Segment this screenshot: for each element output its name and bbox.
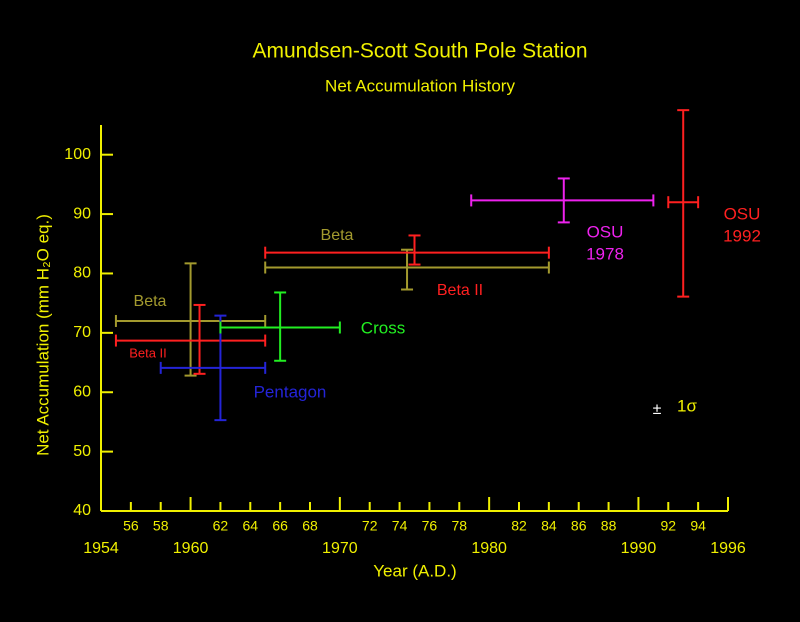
x-tick-label: 64 bbox=[242, 518, 258, 534]
series-label: Beta bbox=[134, 293, 167, 310]
series-label: 1992 bbox=[723, 226, 761, 245]
y-tick-label: 40 bbox=[73, 502, 91, 519]
series-label: Beta bbox=[321, 227, 354, 244]
series-label: OSU bbox=[724, 204, 761, 223]
series-label: Beta II bbox=[437, 282, 483, 299]
x-tick-label: 82 bbox=[511, 518, 527, 534]
sigma-sign: ± bbox=[653, 401, 662, 418]
x-axis-label: Year (A.D.) bbox=[373, 561, 456, 580]
x-tick-label: 74 bbox=[392, 518, 408, 534]
x-tick-label: 56 bbox=[123, 518, 139, 534]
x-tick-label: 84 bbox=[541, 518, 557, 534]
x-tick-label: 1960 bbox=[173, 540, 209, 557]
x-tick-label: 72 bbox=[362, 518, 378, 534]
series-label: Cross bbox=[361, 318, 405, 337]
y-tick-label: 80 bbox=[73, 265, 91, 282]
series-label: OSU bbox=[587, 222, 624, 241]
y-tick-label: 90 bbox=[73, 205, 91, 222]
x-tick-label: 1996 bbox=[710, 540, 746, 557]
x-tick-label: 86 bbox=[571, 518, 587, 534]
x-tick-label: 1990 bbox=[621, 540, 657, 557]
x-tick-label: 92 bbox=[660, 518, 676, 534]
x-tick-label: 76 bbox=[422, 518, 438, 534]
chart-title: Amundsen-Scott South Pole Station bbox=[252, 40, 587, 63]
x-tick-label: 94 bbox=[690, 518, 706, 534]
sigma-label: 1σ bbox=[677, 396, 697, 415]
y-tick-label: 70 bbox=[73, 324, 91, 341]
chart-subtitle: Net Accumulation History bbox=[325, 76, 515, 95]
x-tick-label: 78 bbox=[451, 518, 467, 534]
y-tick-label: 100 bbox=[64, 146, 91, 163]
y-tick-label: 50 bbox=[73, 443, 91, 460]
x-tick-label: 1954 bbox=[83, 540, 119, 557]
x-tick-label: 62 bbox=[213, 518, 229, 534]
y-tick-label: 60 bbox=[73, 383, 91, 400]
series-label: Pentagon bbox=[254, 382, 327, 401]
x-tick-label: 1980 bbox=[471, 540, 507, 557]
x-tick-label: 66 bbox=[272, 518, 288, 534]
x-tick-label: 88 bbox=[601, 518, 617, 534]
y-axis-label: Net Accumulation (mm H₂O eq.) bbox=[33, 214, 52, 456]
series-label: Beta II bbox=[129, 345, 167, 360]
x-tick-label: 58 bbox=[153, 518, 169, 534]
x-tick-label: 68 bbox=[302, 518, 318, 534]
x-tick-label: 1970 bbox=[322, 540, 358, 557]
series-label: 1978 bbox=[586, 244, 624, 263]
